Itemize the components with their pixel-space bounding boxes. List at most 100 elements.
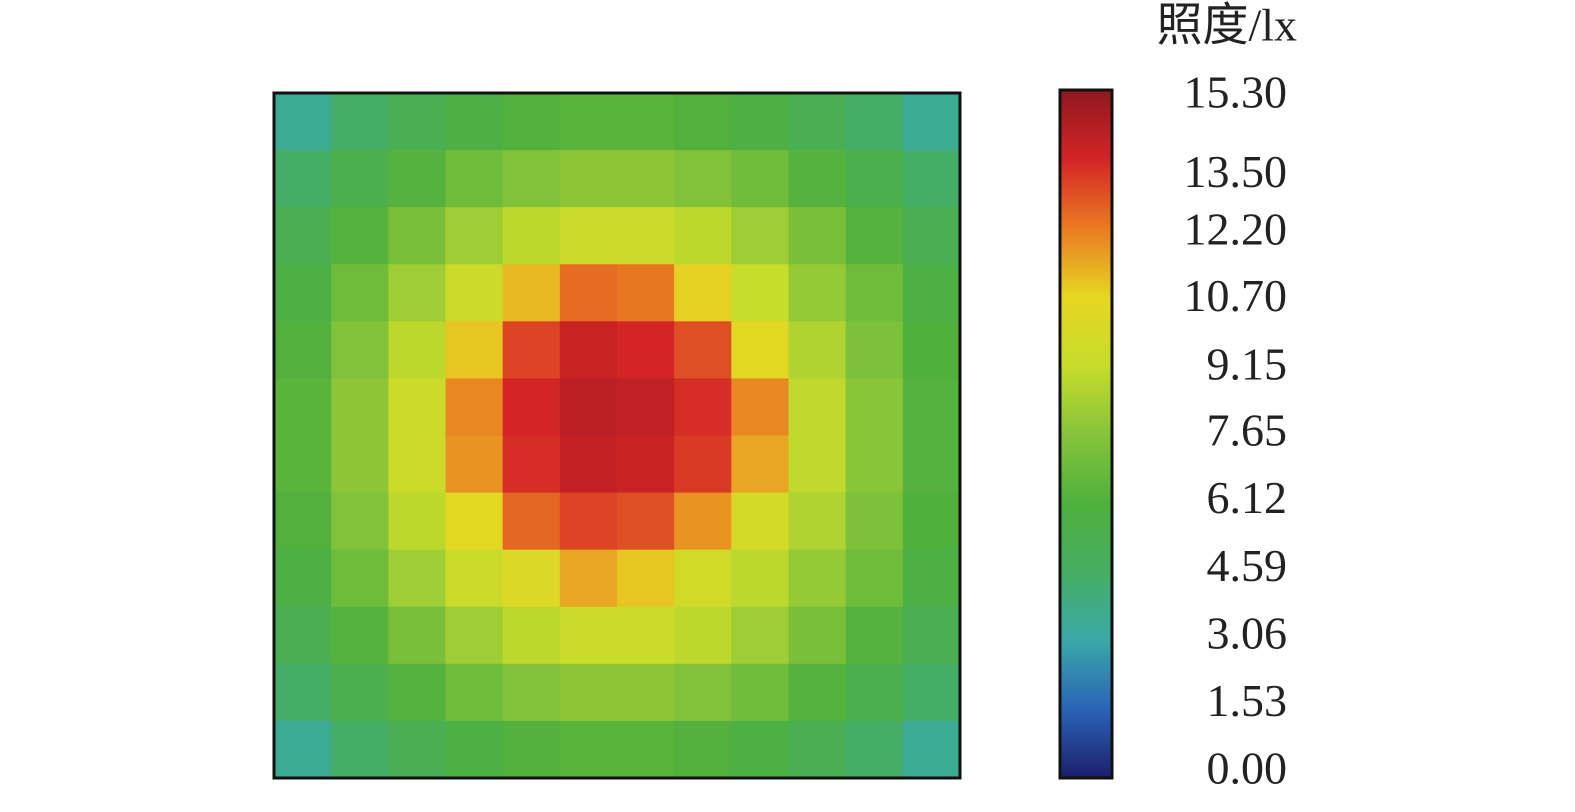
heatmap-cell <box>902 606 961 665</box>
heatmap-cell <box>617 93 675 151</box>
heatmap-cell <box>274 207 332 265</box>
heatmap-cell <box>674 150 732 208</box>
heatmap-cell <box>788 492 847 551</box>
heatmap-cell <box>731 150 789 208</box>
colorbar-tick-label: 3.06 <box>1207 607 1288 658</box>
heatmap-cell <box>902 492 961 551</box>
heatmap-cell <box>788 93 847 151</box>
heatmap-cell <box>845 150 904 208</box>
heatmap-cell <box>274 93 332 151</box>
heatmap-cell <box>902 435 961 494</box>
colorbar <box>1058 88 1114 780</box>
heatmap-cell <box>617 150 675 208</box>
heatmap-cell <box>502 435 561 494</box>
heatmap-cell <box>674 663 732 722</box>
heatmap-cell <box>559 435 618 494</box>
heatmap-cell <box>731 720 789 779</box>
heatmap-cell <box>674 606 732 665</box>
heatmap-cell <box>731 93 789 151</box>
heatmap-cell <box>445 435 504 494</box>
heatmap-cell <box>902 93 961 151</box>
heatmap-cell <box>274 321 332 379</box>
heatmap-cell <box>674 492 732 551</box>
heatmap-cell <box>788 606 847 665</box>
heatmap-cell <box>388 93 446 151</box>
heatmap-cell <box>617 264 675 322</box>
heatmap-cell <box>331 549 389 608</box>
heatmap-cell <box>674 264 732 322</box>
heatmap-cell <box>788 207 847 265</box>
heatmap-cell <box>731 207 789 265</box>
heatmap-cell <box>274 492 332 551</box>
heatmap-cell <box>388 378 446 436</box>
heatmap-cell <box>617 435 675 494</box>
heatmap-cell <box>902 264 961 322</box>
heatmap-cell <box>902 720 961 779</box>
heatmap-cell <box>502 93 561 151</box>
heatmap-cell <box>788 150 847 208</box>
heatmap-cell <box>845 207 904 265</box>
heatmap-cell <box>388 663 446 722</box>
heatmap-cell <box>388 435 446 494</box>
colorbar-tick-label: 1.53 <box>1207 675 1288 726</box>
colorbar-tick-label: 4.59 <box>1207 540 1288 591</box>
heatmap-cell <box>731 663 789 722</box>
heatmap-cell <box>617 720 675 779</box>
heatmap-cell <box>445 321 504 379</box>
heatmap-cell <box>502 549 561 608</box>
heatmap-cell <box>731 264 789 322</box>
heatmap-cell <box>274 720 332 779</box>
heatmap-cell <box>331 606 389 665</box>
heatmap-cell <box>731 606 789 665</box>
heatmap-cell <box>617 606 675 665</box>
heatmap-cell <box>331 93 389 151</box>
heatmap-cell <box>502 663 561 722</box>
colorbar-title: 照度/lx <box>1156 0 1297 51</box>
heatmap-cell <box>502 207 561 265</box>
colorbar-tick-label: 15.30 <box>1184 67 1288 118</box>
heatmap-cell <box>331 435 389 494</box>
heatmap-cell <box>445 207 504 265</box>
heatmap-cell <box>788 720 847 779</box>
heatmap-cell <box>845 321 904 379</box>
heatmap-cell <box>788 663 847 722</box>
colorbar-tick-label: 12.20 <box>1184 204 1288 255</box>
heatmap-cell <box>445 93 504 151</box>
heatmap-cell <box>331 492 389 551</box>
heatmap-cell <box>617 207 675 265</box>
heatmap-cell <box>674 378 732 436</box>
heatmap-cell <box>331 720 389 779</box>
heatmap-cell <box>902 378 961 436</box>
heatmap-cell <box>274 606 332 665</box>
heatmap-cell <box>559 492 618 551</box>
heatmap <box>274 93 961 779</box>
heatmap-cell <box>559 720 618 779</box>
heatmap-cell <box>559 207 618 265</box>
heatmap-cell <box>617 378 675 436</box>
heatmap-cell <box>902 150 961 208</box>
heatmap-cell <box>445 720 504 779</box>
heatmap-cell <box>559 93 618 151</box>
heatmap-cell <box>274 435 332 494</box>
heatmap-cell <box>445 378 504 436</box>
heatmap-cell <box>788 549 847 608</box>
colorbar-tick-label: 7.65 <box>1207 405 1288 456</box>
heatmap-cell <box>731 492 789 551</box>
heatmap-cell <box>274 663 332 722</box>
heatmap-cell <box>674 93 732 151</box>
heatmap-cell <box>331 264 389 322</box>
heatmap-cell <box>559 264 618 322</box>
heatmap-cell <box>845 93 904 151</box>
heatmap-cell <box>445 150 504 208</box>
heatmap-cell <box>788 321 847 379</box>
heatmap-cell <box>617 663 675 722</box>
heatmap-frame <box>272 91 962 780</box>
heatmap-cell <box>902 207 961 265</box>
heatmap-cell <box>788 378 847 436</box>
heatmap-cell <box>388 549 446 608</box>
heatmap-cell <box>845 549 904 608</box>
heatmap-cell <box>674 720 732 779</box>
heatmap-cell <box>674 435 732 494</box>
heatmap-cell <box>445 264 504 322</box>
